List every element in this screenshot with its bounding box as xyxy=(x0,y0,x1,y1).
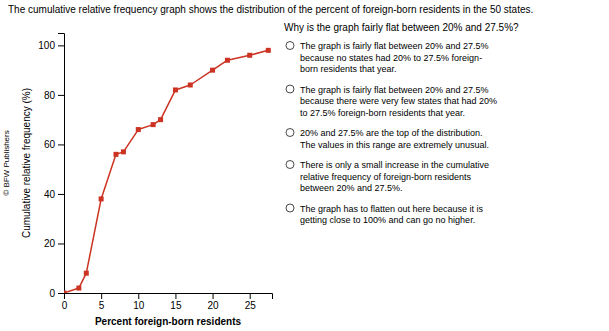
text-line: Why is the graph fairly flat between 20%… xyxy=(284,22,519,33)
y-tick-label: 20 xyxy=(44,238,56,249)
text-line: 20% and 27.5% are the top of the distrib… xyxy=(300,128,483,138)
y-tick-mark xyxy=(58,144,64,145)
y-tick: 0 xyxy=(49,288,64,299)
x-tick: 5 xyxy=(99,293,105,311)
y-tick-label: 100 xyxy=(38,40,55,51)
radio-circle xyxy=(286,204,294,212)
y-tick: 40 xyxy=(44,189,64,200)
text-line: The graph is fairly flat between 20% and… xyxy=(300,41,489,51)
x-tick: 25 xyxy=(245,293,257,311)
text-line: relative frequency of foreign-born resid… xyxy=(300,172,472,182)
point xyxy=(121,149,126,154)
point xyxy=(84,271,89,276)
y-tick: 100 xyxy=(38,40,64,51)
x-tick-label: 5 xyxy=(99,300,105,311)
y-tick-label: 40 xyxy=(44,189,56,200)
text-line: to 27.5% foreign-born residents that yea… xyxy=(300,108,465,118)
y-tick: 60 xyxy=(44,139,64,150)
chart: The cumulative relative frequency graph … xyxy=(0,0,609,331)
point xyxy=(210,68,215,73)
x-axis-line xyxy=(65,294,273,300)
x-tick-mark xyxy=(175,293,176,299)
text-line: getting close to 100% and can go no high… xyxy=(300,215,475,225)
y-tick-mark xyxy=(58,45,64,46)
y-tick-label: 0 xyxy=(49,288,55,299)
y-tick-mark xyxy=(58,293,64,294)
copyright: © BFW Publishers xyxy=(2,130,11,195)
y-tick-mark xyxy=(58,243,64,244)
x-tick-label: 20 xyxy=(208,300,220,311)
point xyxy=(247,53,252,58)
x-tick-mark xyxy=(213,293,214,299)
x-tick-label: 25 xyxy=(245,300,257,311)
x-tick: 10 xyxy=(133,293,145,311)
point xyxy=(99,196,104,201)
y-axis: 0 20 40 60 80 100 xyxy=(38,34,64,299)
point xyxy=(225,58,230,63)
x-tick-mark xyxy=(250,293,251,299)
point xyxy=(188,83,193,88)
text-line: between 20% and 27.5%. xyxy=(300,183,403,193)
x-tick-label: 0 xyxy=(62,300,68,311)
option: There is only a small increase in the cu… xyxy=(300,160,489,193)
y-tick-mark xyxy=(58,95,64,96)
point xyxy=(173,87,178,92)
text-line: The cumulative relative frequency graph … xyxy=(8,4,533,15)
y-tick: 80 xyxy=(44,90,64,101)
text-line: born residents that year. xyxy=(300,64,397,74)
text-line: because no states had 20% to 27.5% forei… xyxy=(300,53,482,63)
plot-area xyxy=(64,48,271,293)
point xyxy=(266,48,271,53)
x-axis-label: Percent foreign-born residents xyxy=(95,316,242,327)
y-tick-mark xyxy=(58,194,64,195)
x-tick-mark xyxy=(101,293,102,299)
y-tick: 20 xyxy=(44,238,64,249)
y-axis-label: Cumulative relative frequency (%) xyxy=(21,88,32,238)
text-line: The graph is fairly flat between 20% and… xyxy=(300,85,489,95)
text-line: There is only a small increase in the cu… xyxy=(300,160,489,170)
option: The graph is fairly flat between 20% and… xyxy=(300,41,489,74)
x-tick-label: 10 xyxy=(133,300,145,311)
option: 20% and 27.5% are the top of the distrib… xyxy=(300,128,489,150)
radio-circle xyxy=(286,85,294,93)
point xyxy=(114,152,119,157)
option: The graph is fairly flat between 20% and… xyxy=(300,85,497,118)
option: The graph has to flatten out here becaus… xyxy=(300,204,484,226)
radio-circle xyxy=(286,42,294,50)
radio-circle xyxy=(286,129,294,137)
x-tick: 20 xyxy=(208,293,220,311)
line xyxy=(64,50,268,293)
question: Why is the graph fairly flat between 20%… xyxy=(284,22,519,33)
title: The cumulative relative frequency graph … xyxy=(8,4,533,15)
text-line: because there were very few states that … xyxy=(300,96,497,106)
radio-circle xyxy=(286,161,294,169)
y-axis-line xyxy=(58,34,65,294)
x-tick: 15 xyxy=(170,293,182,311)
x-tick-mark xyxy=(138,293,139,299)
point xyxy=(64,291,67,294)
point xyxy=(76,286,81,291)
text-line: The graph has to flatten out here becaus… xyxy=(300,204,484,214)
point xyxy=(151,122,156,127)
y-tick-label: 60 xyxy=(44,139,56,150)
x-tick: 0 xyxy=(62,293,68,311)
point xyxy=(158,117,163,122)
point xyxy=(136,127,141,132)
x-axis: 0 5 10 15 20 25 xyxy=(62,293,273,311)
y-tick-label: 80 xyxy=(44,90,56,101)
text-line: The values in this range are extremely u… xyxy=(300,140,489,150)
x-tick-label: 15 xyxy=(170,300,182,311)
